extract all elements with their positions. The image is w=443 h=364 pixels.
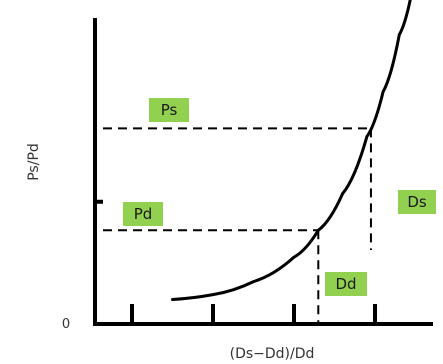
tag-pd-text: Pd (134, 205, 153, 223)
x-axis-label: (Ds−Dd)/Dd (230, 346, 315, 362)
tag-ds-text: Ds (407, 193, 427, 211)
ticks (95, 199, 377, 326)
tag-dd: Dd (325, 272, 367, 296)
tag-ps: Ps (149, 98, 189, 122)
guide-lines (103, 127, 372, 322)
origin-label: 0 (62, 317, 70, 332)
series-line (171, 0, 412, 302)
tag-ps-box (149, 98, 189, 122)
tag-dd-box (325, 272, 367, 296)
tag-dd-text: Dd (335, 275, 356, 293)
tag-ds: Ds (398, 190, 436, 214)
tag-ds-box (398, 190, 436, 214)
tag-pd-box (123, 202, 163, 226)
reference-tags: Pd Dd Ps Ds (123, 98, 436, 296)
axes (93, 18, 433, 326)
tag-pd: Pd (123, 202, 163, 226)
tag-ps-text: Ps (161, 101, 178, 119)
y-axis-label: Ps/Pd (26, 143, 42, 181)
